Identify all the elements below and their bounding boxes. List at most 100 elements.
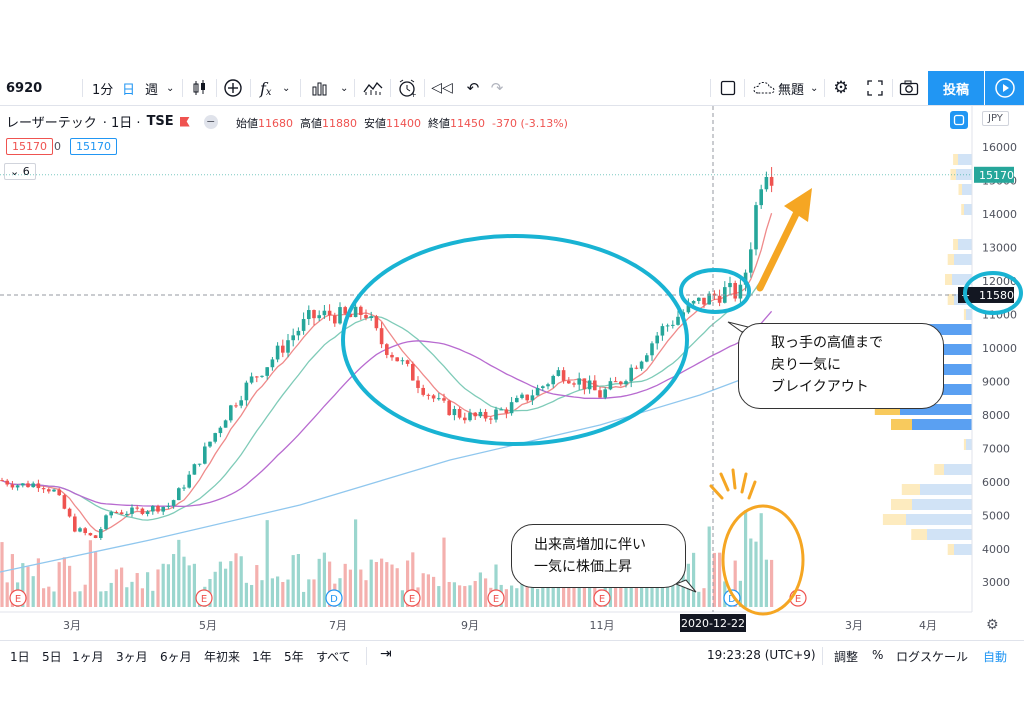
- goto-date-icon[interactable]: ⇥: [380, 646, 392, 662]
- candle-body: [182, 487, 186, 489]
- price-tick-label: 9000: [982, 375, 1010, 388]
- post-idea-button[interactable]: 投稿: [928, 71, 984, 105]
- candle-body: [177, 488, 181, 501]
- percent-toggle[interactable]: %: [872, 648, 884, 662]
- camera-icon[interactable]: [898, 71, 920, 105]
- candle-body: [478, 411, 483, 417]
- fullscreen-layout-icon[interactable]: [718, 71, 738, 105]
- candle-body: [743, 272, 748, 285]
- price-tick-label: 15000: [982, 174, 1017, 187]
- candle-body: [359, 306, 363, 315]
- range-1d[interactable]: 1日: [10, 650, 30, 664]
- candle-body: [291, 335, 295, 341]
- interval-dropdown-icon[interactable]: ⌄: [166, 82, 175, 94]
- indicators-toggle-button[interactable]: ⌄ 6: [4, 163, 36, 180]
- interval-day[interactable]: 日: [122, 82, 136, 98]
- sell-price-button[interactable]: 15170: [6, 138, 53, 155]
- candle-body: [88, 533, 93, 536]
- candle-body: [738, 284, 743, 299]
- publish-play-button[interactable]: [985, 71, 1024, 105]
- indicators-dropdown-icon[interactable]: ⌄: [282, 82, 291, 94]
- volume-bar: [130, 581, 134, 607]
- candle-body: [41, 488, 46, 490]
- legend-exchange: TSE: [146, 114, 174, 129]
- hide-legend-icon[interactable]: −: [203, 114, 218, 129]
- sync-button[interactable]: [950, 111, 968, 129]
- replay-icon[interactable]: ◁◁: [431, 80, 453, 96]
- candle-body: [769, 176, 774, 186]
- volume-bar: [354, 519, 358, 607]
- volume-bar: [463, 586, 467, 607]
- range-1m[interactable]: 1ヶ月: [72, 650, 104, 664]
- layout-dropdown-icon[interactable]: ⌄: [810, 82, 819, 94]
- volume-bar: [286, 579, 290, 607]
- undo-icon[interactable]: ↶: [466, 79, 480, 97]
- volume-bar: [104, 591, 108, 607]
- annotation-callout-breakout: 取っ手の高値まで 戻り一気に ブレイクアウト: [738, 323, 944, 409]
- emphasis-stroke: [719, 472, 730, 492]
- toolbar-divider: [216, 79, 217, 97]
- candle-body: [723, 287, 727, 303]
- log-scale-toggle[interactable]: ログスケール: [896, 650, 969, 664]
- candle-body: [296, 330, 301, 336]
- range-ytd[interactable]: 年初来: [204, 650, 241, 664]
- ohlc-open-value: 11680: [258, 117, 293, 130]
- redo-icon[interactable]: ↷: [490, 79, 504, 97]
- templates-dropdown-icon[interactable]: ⌄: [340, 82, 349, 94]
- candle-body: [213, 433, 217, 442]
- candle-body: [281, 345, 285, 353]
- candle-body: [447, 400, 451, 416]
- volume-bar: [26, 566, 30, 607]
- candle-body: [463, 417, 467, 421]
- currency-badge[interactable]: JPY: [982, 111, 1009, 126]
- range-6m[interactable]: 6ヶ月: [160, 650, 192, 664]
- volume-profile-bar: [966, 309, 972, 320]
- templates-icon[interactable]: [310, 71, 330, 105]
- volume-bar: [468, 585, 472, 607]
- buy-price-button[interactable]: 15170: [70, 138, 117, 155]
- compare-add-icon[interactable]: [222, 71, 244, 105]
- candle-body: [192, 464, 197, 475]
- volume-bar: [515, 588, 519, 607]
- fullscreen-icon[interactable]: [864, 71, 886, 105]
- interval-1m[interactable]: 1分: [92, 82, 114, 98]
- candle-style-icon[interactable]: [190, 71, 210, 105]
- candle-body: [707, 293, 711, 305]
- range-3m[interactable]: 3ヶ月: [116, 650, 148, 664]
- range-5d[interactable]: 5日: [42, 650, 62, 664]
- volume-bar: [47, 586, 51, 607]
- range-all[interactable]: すべて: [316, 650, 351, 664]
- uptrend-arrow-head: [784, 188, 812, 222]
- price-tick-label: 3000: [982, 576, 1010, 589]
- candle-body: [645, 355, 649, 362]
- volume-bar: [109, 582, 113, 607]
- volume-bar: [359, 569, 363, 607]
- pattern-icon[interactable]: [362, 71, 384, 105]
- candle-body: [712, 293, 717, 296]
- candle-body: [515, 397, 519, 403]
- volume-bar: [452, 582, 456, 607]
- volume-bar: [73, 591, 77, 607]
- candle-body: [327, 310, 332, 316]
- layout-name[interactable]: 無題: [778, 82, 805, 98]
- range-1y[interactable]: 1年: [252, 650, 272, 664]
- symbol-search[interactable]: 6920: [6, 80, 43, 96]
- candle-body: [593, 380, 597, 391]
- volume-profile-bar: [958, 184, 962, 195]
- interval-week[interactable]: 週: [145, 82, 159, 98]
- auto-scale-toggle[interactable]: 自動: [983, 650, 1008, 664]
- range-5y[interactable]: 5年: [284, 650, 304, 664]
- volume-bar: [255, 565, 259, 607]
- volume-profile-bar: [958, 239, 972, 250]
- alert-clock-icon[interactable]: +: [396, 71, 418, 105]
- ohlc-high-label: 高値: [300, 117, 322, 130]
- volume-bar: [31, 576, 35, 607]
- volume-bar: [302, 591, 306, 607]
- settings-gear-icon[interactable]: ⚙: [833, 78, 849, 98]
- adjust-toggle[interactable]: 調整: [834, 650, 859, 664]
- candle-body: [26, 483, 30, 488]
- cloud-icon: [752, 71, 776, 105]
- volume-bar: [686, 563, 690, 607]
- candle-body: [369, 316, 373, 318]
